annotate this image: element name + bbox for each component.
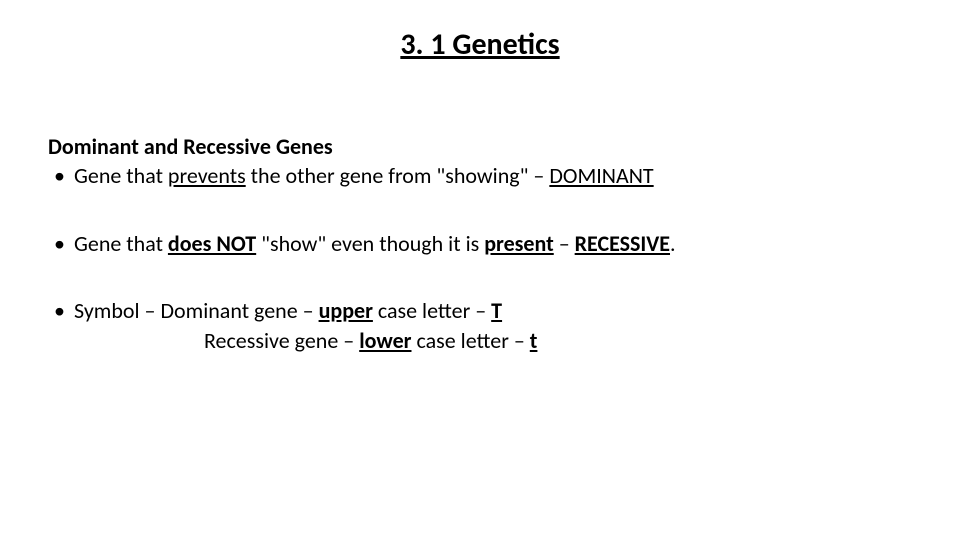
text-segment: upper — [319, 297, 373, 324]
text-segment: Gene that — [74, 230, 168, 257]
list-item: Gene that does NOT "show" even though it… — [48, 230, 912, 258]
text-segment: Gene that — [74, 162, 168, 189]
text-segment: case letter – — [373, 297, 491, 324]
slide: 3. 1 Genetics Dominant and Recessive Gen… — [0, 0, 960, 540]
bullet-text: Symbol – Dominant gene – upper case lett… — [74, 297, 912, 325]
text-segment: present — [484, 230, 554, 257]
bullet-text: Gene that does NOT "show" even though it… — [74, 230, 912, 258]
text-segment: prevents — [168, 162, 246, 189]
text-segment: Recessive gene – — [204, 327, 359, 354]
text-segment: . — [670, 230, 676, 257]
slide-subheading: Dominant and Recessive Genes — [48, 133, 912, 160]
text-segment: t — [530, 327, 538, 354]
slide-title: 3. 1 Genetics — [48, 26, 912, 63]
list-item: Symbol – Dominant gene – upper case lett… — [48, 297, 912, 354]
list-item: Gene that prevents the other gene from "… — [48, 162, 912, 190]
text-segment: the other gene from "showing" – — [246, 162, 550, 189]
text-segment: DOMINANT — [549, 162, 653, 189]
text-segment: RECESSIVE — [575, 230, 670, 257]
text-segment: "show" even though it is — [256, 230, 484, 257]
bullet-list: Gene that prevents the other gene from "… — [48, 162, 912, 354]
text-segment: does NOT — [168, 230, 256, 257]
text-segment: Symbol – Dominant gene – — [74, 297, 319, 324]
text-segment: case letter – — [412, 327, 530, 354]
bullet-continuation: Recessive gene – lower case letter – t — [74, 327, 912, 355]
text-segment: T — [491, 297, 502, 324]
bullet-text: Gene that prevents the other gene from "… — [74, 162, 912, 190]
text-segment: – — [554, 230, 575, 257]
text-segment: lower — [359, 327, 411, 354]
